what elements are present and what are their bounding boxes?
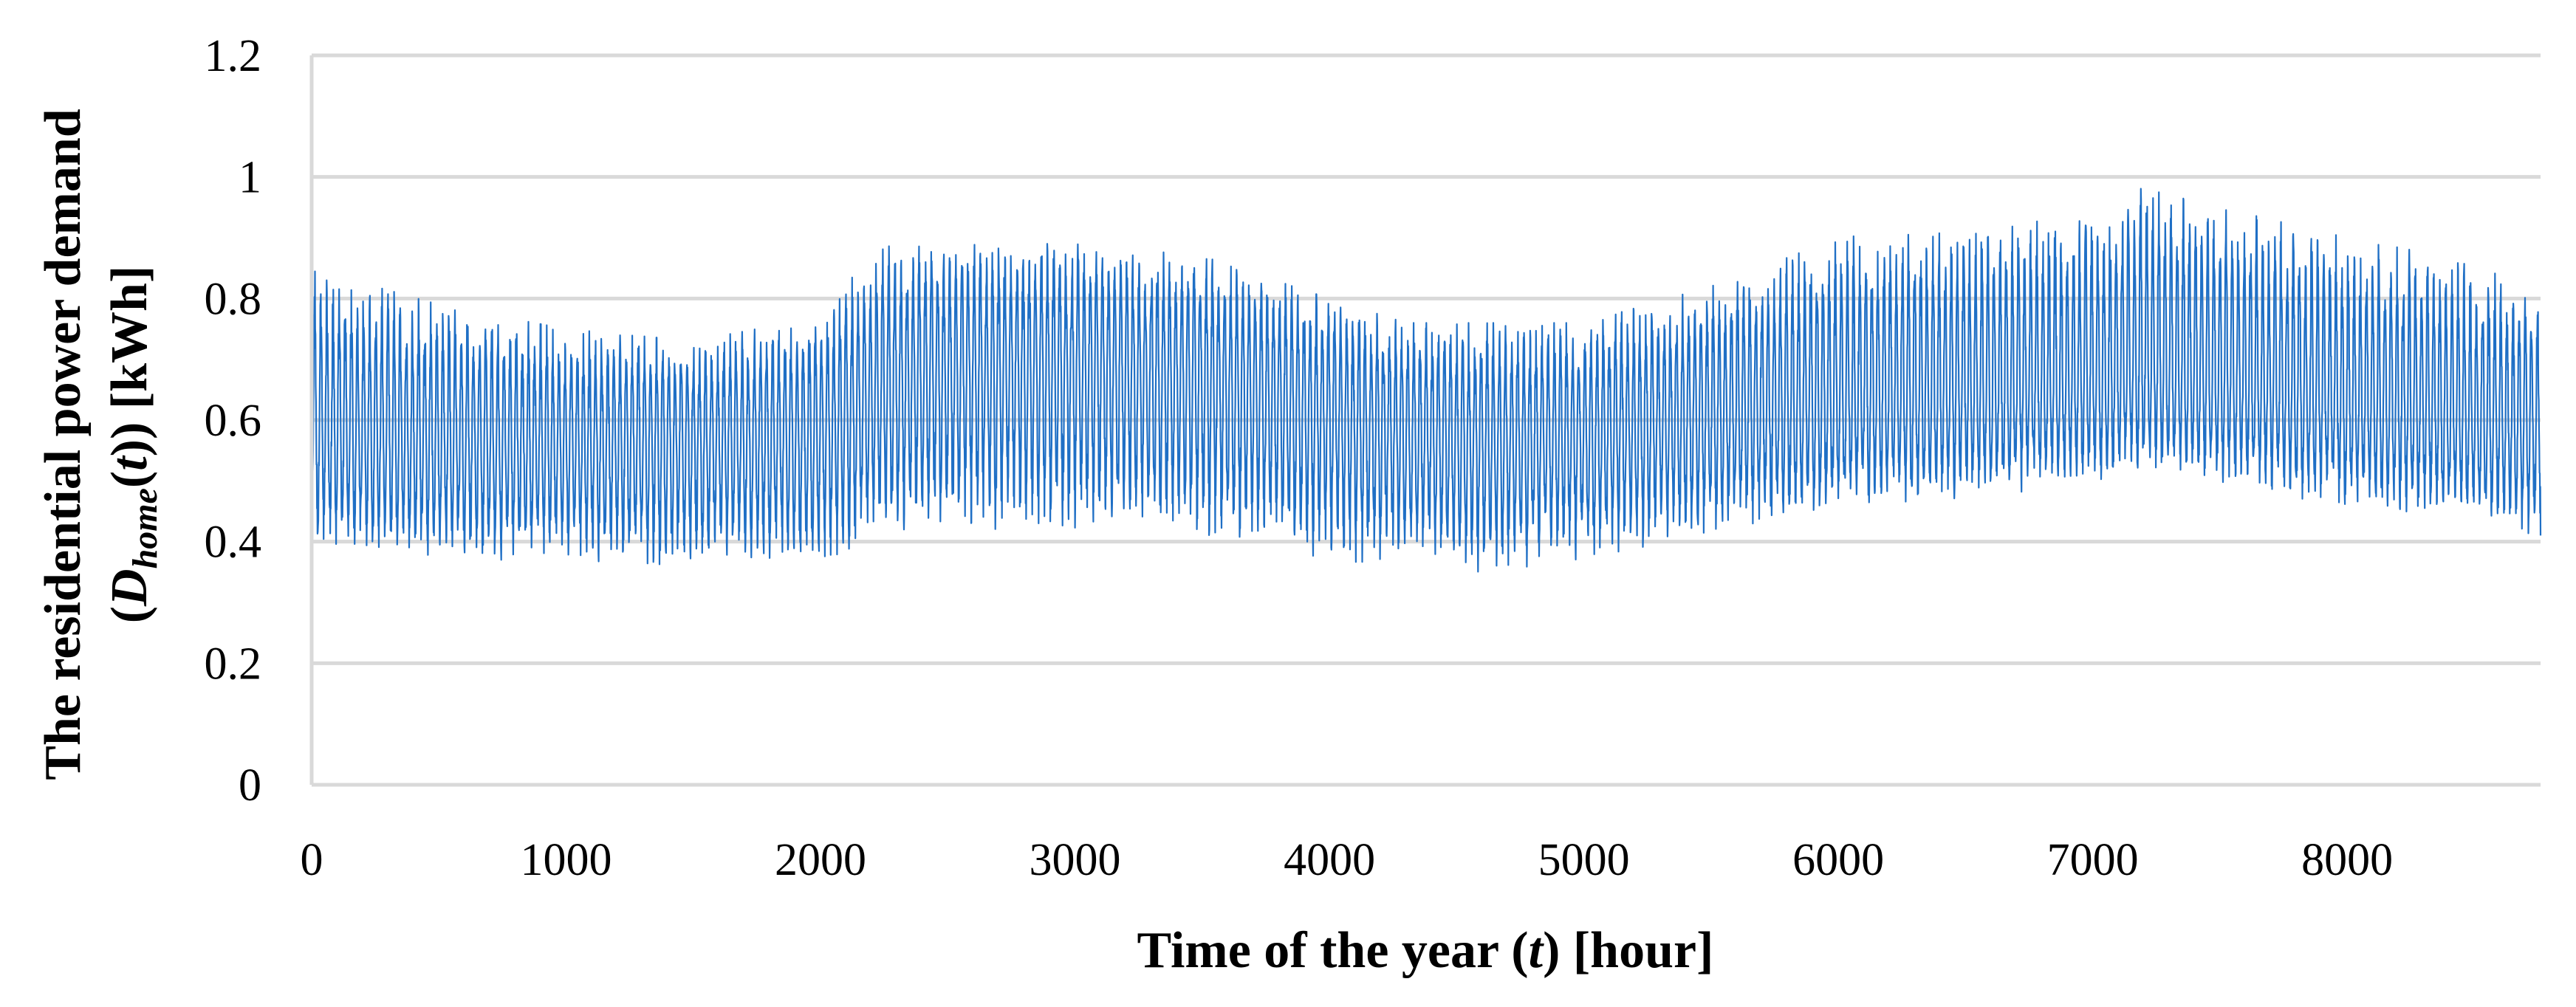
- y-tick-label: 0.2: [205, 639, 262, 689]
- y-tick-label: 0.6: [205, 396, 262, 446]
- x-axis-label: Time of the year (t) [hour]: [1137, 922, 1714, 979]
- y-axis-label-line2: (Dhome(t)) [kWh]: [101, 266, 165, 624]
- x-tick-label: 5000: [1538, 835, 1630, 885]
- x-tick-label: 7000: [2047, 835, 2139, 885]
- y-tick-label: 0: [239, 760, 261, 811]
- y-axis-label: The residential power demand (Dhome(t)) …: [35, 109, 165, 780]
- y-tick-label: 0.4: [205, 518, 262, 568]
- x-tick-label: 1000: [521, 835, 612, 885]
- x-tick-label: 6000: [1792, 835, 1884, 885]
- x-tick-label: 4000: [1284, 835, 1375, 885]
- y-tick-label: 1: [239, 153, 261, 203]
- axes: [309, 55, 2541, 787]
- x-tick-label: 3000: [1030, 835, 1121, 885]
- x-tick-label: 0: [301, 835, 323, 885]
- tick-labels: 0 0.2 0.4 0.6 0.8 1 1.2 0 1000 2000 3000 4000 5000 60…: [205, 31, 2394, 885]
- series-line: [310, 188, 2542, 573]
- y-tick-label: 1.2: [205, 31, 262, 81]
- series-lines: [310, 188, 2542, 573]
- y-axis-label-line1: The residential power demand: [35, 109, 92, 780]
- x-tick-label: 8000: [2301, 835, 2393, 885]
- x-tick-label: 2000: [775, 835, 866, 885]
- y-tick-label: 0.8: [205, 274, 262, 324]
